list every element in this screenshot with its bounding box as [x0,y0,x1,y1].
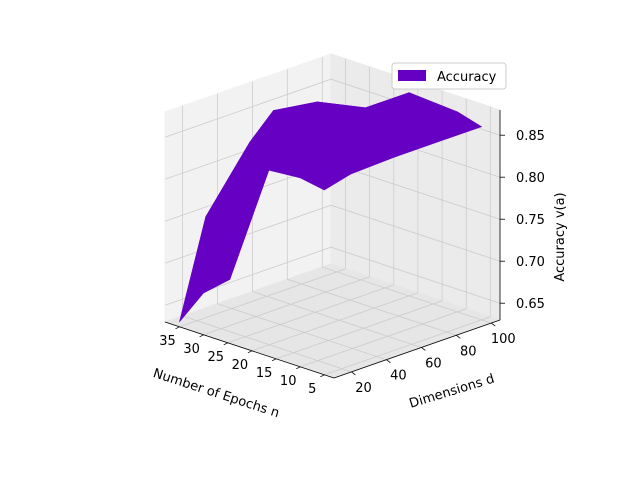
axes-lines [164,110,501,379]
y-tick [491,322,496,327]
x-gridline [251,82,419,352]
x-tick-label: 30 [183,342,200,357]
y-tick-label: 80 [460,344,477,359]
legend-label: Accuracy [437,70,497,85]
z-gridline [164,246,501,306]
z-tick-label: 0.85 [516,129,545,144]
y-tick [421,347,426,351]
x-tick [271,358,277,362]
x-axis-line [164,321,335,379]
x-tick [175,326,180,330]
y-tick [456,334,461,339]
y-tick-label: 40 [390,369,407,384]
z-tick-label: 0.65 [516,297,545,312]
y-gridline [216,93,387,361]
surface-plot [179,92,482,323]
z-tick-label: 0.75 [516,213,545,228]
x-tick [223,342,228,346]
x-gridline [275,90,443,360]
x-tick-label: 5 [308,382,316,397]
x-tick-label: 35 [159,334,176,349]
x-gridline [324,106,491,376]
z-tick-label: 0.70 [516,255,545,270]
x-tick-label: 25 [208,350,225,365]
y-tick [351,371,356,376]
surface-facet [299,164,351,191]
y-axis-line [333,319,501,379]
y-axis-label: Dimensions d [408,372,497,412]
x-tick [320,374,325,378]
x-tick [247,350,253,354]
x-tick [199,334,204,338]
legend-frame [391,62,507,90]
y-tick-label: 60 [425,357,442,372]
x-tick-label: 15 [256,366,273,381]
z-tick-label: 0.80 [516,171,545,186]
x-tick-label: 10 [280,374,297,389]
x-tick-label: 20 [232,358,249,373]
axes-ticks: 5 10 15 20 25 30 35 20 40 60 80 100 0.65 0.70 0.75 0.80… [159,129,545,397]
legend: Accuracy [391,62,507,90]
y-tick [386,359,391,364]
x-gridline [300,98,467,368]
x-tick [296,366,301,370]
y-tick-label: 100 [491,332,516,347]
legend-swatch [398,70,426,81]
z-axis-label: Accuracy v(a) [553,192,568,281]
y-tick-label: 20 [355,381,372,396]
